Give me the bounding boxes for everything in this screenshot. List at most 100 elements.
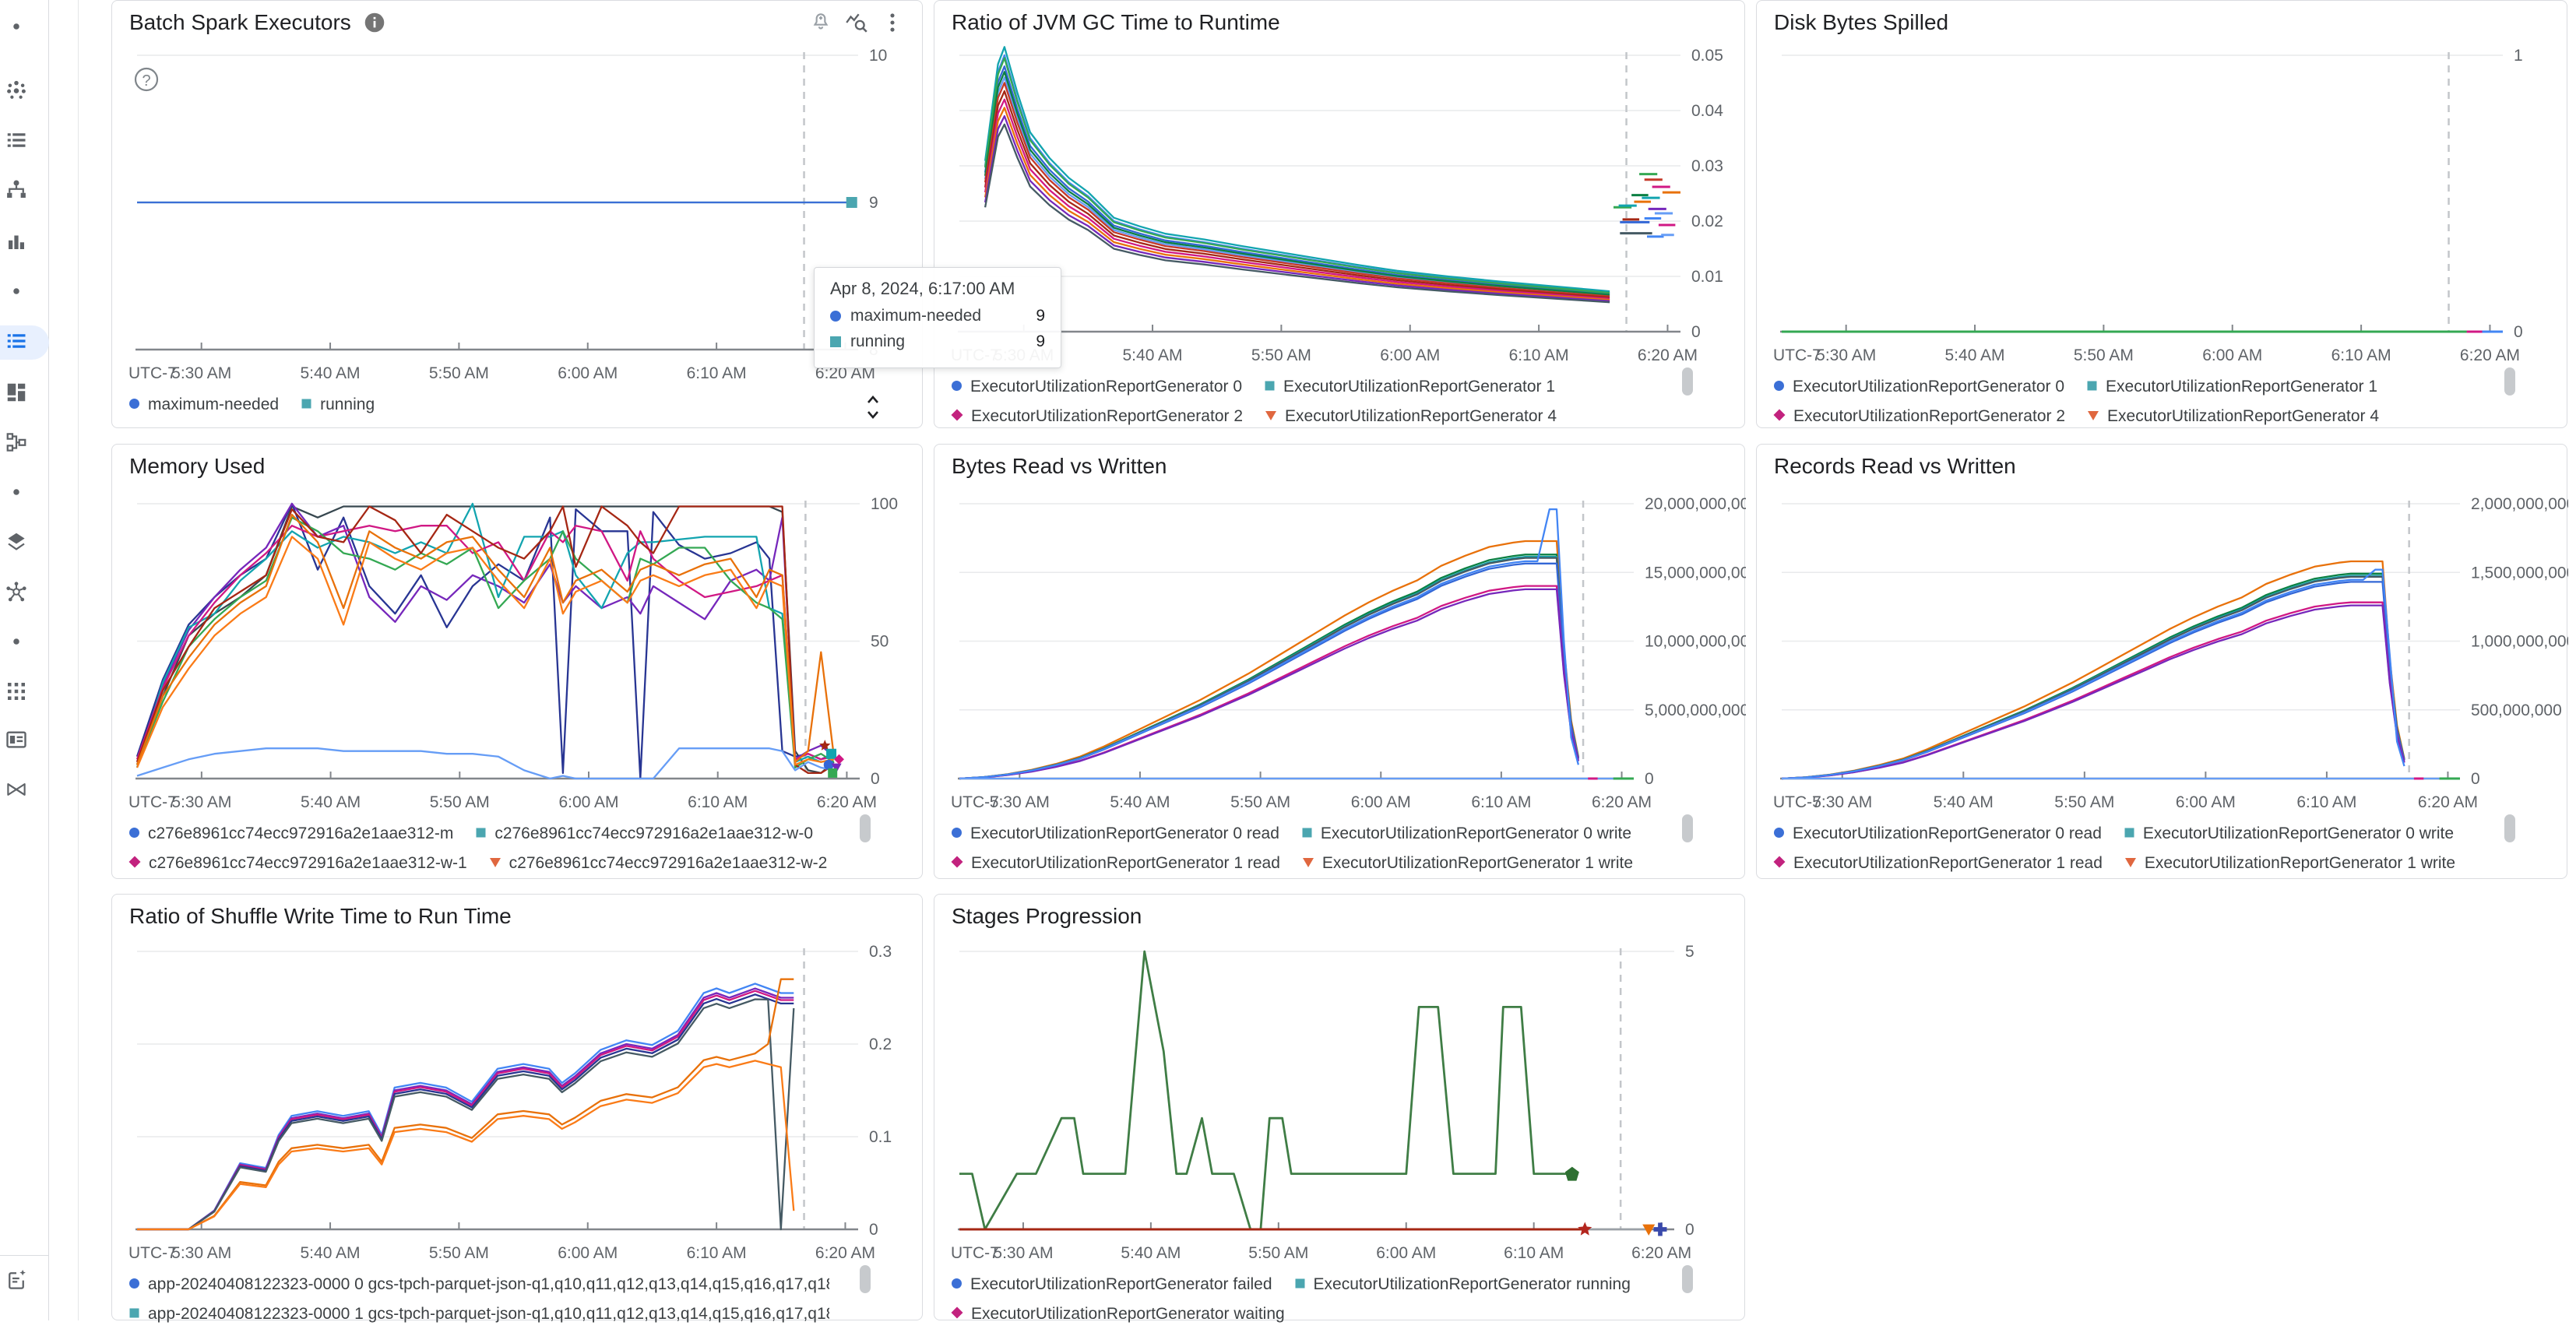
sidebar-item[interactable] <box>0 576 49 610</box>
legend-item[interactable]: running <box>301 396 375 414</box>
sidebar-item[interactable] <box>0 125 49 159</box>
legend-item[interactable]: app-20240408122323-0000 1 gcs-tpch-parqu… <box>128 1305 829 1324</box>
sidebar-item[interactable] <box>0 676 49 710</box>
legend-item[interactable]: ExecutorUtilizationReportGenerator 1 <box>2086 378 2377 396</box>
svg-text:100: 100 <box>871 495 898 513</box>
legend-item[interactable]: ExecutorUtilizationReportGenerator 2 <box>1773 407 2065 426</box>
explore-icon[interactable] <box>844 10 869 35</box>
legend-label: ExecutorUtilizationReportGenerator faile… <box>970 1275 1272 1293</box>
sidebar-item[interactable] <box>0 427 49 461</box>
chart-plot-area[interactable]: 1098UTC-75:30 AM5:40 AM5:50 AM6:00 AM6:1… <box>112 1 924 429</box>
chart-plot-area[interactable]: 5 0 UTC-75:30 AM 5:40 AM 5:50 AM 6:00 AM 6:10 … <box>934 895 1746 1321</box>
svg-text:0: 0 <box>1645 770 1654 788</box>
sidebar-item[interactable] <box>0 377 49 411</box>
legend-label: ExecutorUtilizationReportGenerator 4 <box>1285 407 1557 425</box>
legend-scrollbar[interactable] <box>1682 814 1693 842</box>
legend-item[interactable]: c276e8961cc74ecc972916a2e1aae312-w-2 <box>489 854 827 873</box>
legend-item[interactable]: ExecutorUtilizationReportGenerator 0 wri… <box>1301 824 1631 843</box>
legend-item[interactable]: c276e8961cc74ecc972916a2e1aae312-m <box>128 824 453 843</box>
legend-item[interactable]: c276e8961cc74ecc972916a2e1aae312-w-1 <box>128 854 467 873</box>
legend-item[interactable]: c276e8961cc74ecc972916a2e1aae312-w-0 <box>475 824 813 843</box>
legend-scrollbar[interactable] <box>860 814 871 842</box>
svg-text:UTC-7: UTC-7 <box>1773 346 1821 364</box>
svg-text:0: 0 <box>1685 1221 1694 1239</box>
add-alert-icon[interactable] <box>808 10 833 35</box>
sidebar-item[interactable] <box>0 476 49 511</box>
legend-item[interactable]: ExecutorUtilizationReportGenerator 0 <box>1773 378 2064 396</box>
triangle-down-marker-icon <box>2124 854 2137 873</box>
legend-item[interactable]: ExecutorUtilizationReportGenerator 4 <box>2087 407 2379 426</box>
sidebar-item[interactable] <box>0 774 49 808</box>
legend-expand-control[interactable] <box>861 392 885 423</box>
series-swatch <box>830 311 841 322</box>
sidebar-item[interactable] <box>0 1264 49 1299</box>
tooltip-series-label: maximum-needed <box>850 307 982 325</box>
legend-item[interactable]: ExecutorUtilizationReportGenerator 0 wri… <box>2124 824 2454 843</box>
chart-plot-area[interactable]: 1 0 UTC-75:30 AM 5:40 AM 5:50 AM 6:00 AM 6:10 … <box>1757 1 2568 429</box>
chart-plot-area[interactable]: 0.3 0.2 0.1 0 UTC-75:30 AM 5:40 AM 5:50 AM 6:00… <box>112 895 924 1321</box>
more-options-icon[interactable] <box>880 10 905 35</box>
chart-plot-area[interactable]: 2,000,000,000 1,500,000,000 1,000,000,000 5… <box>1757 445 2568 880</box>
legend-item[interactable]: ExecutorUtilizationReportGenerator waiti… <box>951 1305 1285 1324</box>
legend-item[interactable]: ExecutorUtilizationReportGenerator 0 rea… <box>951 824 1279 843</box>
tooltip-series-label: running <box>850 332 906 350</box>
tooltip-timestamp: Apr 8, 2024, 6:17:00 AM <box>830 279 1015 298</box>
svg-text:6:20 AM: 6:20 AM <box>1638 346 1698 364</box>
square-marker-icon <box>1264 378 1276 396</box>
legend-scrollbar[interactable] <box>860 1265 871 1293</box>
legend-item[interactable]: ExecutorUtilizationReportGenerator 1 wri… <box>1302 854 1633 873</box>
legend-scrollbar[interactable] <box>2504 367 2515 396</box>
panel-title: Ratio of Shuffle Write Time to Run Time <box>129 904 512 928</box>
chart-plot-area[interactable]: 20,000,000,000 15,000,000,000 10,000,000,0… <box>934 445 1746 880</box>
svg-text:5:40 AM: 5:40 AM <box>1945 346 2005 364</box>
svg-text:5:40 AM: 5:40 AM <box>1934 793 1994 811</box>
diamond-marker-icon <box>951 854 963 873</box>
panel-records-read-vs-written: Records Read vs Written 2,000,000,000 1,50… <box>1756 444 2568 880</box>
svg-text:20,000,000,000: 20,000,000,000 <box>1645 495 1746 513</box>
svg-text:6:00 AM: 6:00 AM <box>558 1244 618 1262</box>
tooltip-row: running 9 <box>830 332 1045 351</box>
sidebar-item[interactable] <box>0 174 49 209</box>
legend-label: maximum-needed <box>148 396 280 413</box>
sidebar-item[interactable] <box>0 75 49 109</box>
sidebar-item[interactable] <box>0 626 49 660</box>
circle-marker-icon <box>951 378 962 396</box>
square-marker-icon <box>1294 1275 1306 1294</box>
sidebar-item[interactable] <box>0 11 49 45</box>
legend-item[interactable]: app-20240408122323-0000 0 gcs-tpch-parqu… <box>128 1275 829 1294</box>
legend-item[interactable]: ExecutorUtilizationReportGenerator 1 rea… <box>1773 854 2103 873</box>
svg-text:5:50 AM: 5:50 AM <box>1248 1244 1308 1262</box>
legend-item[interactable]: ExecutorUtilizationReportGenerator 0 <box>951 378 1242 396</box>
legend-scrollbar[interactable] <box>2504 814 2515 842</box>
legend-scrollbar[interactable] <box>1682 1265 1693 1293</box>
legend-item[interactable]: ExecutorUtilizationReportGenerator 1 wri… <box>2124 854 2455 873</box>
legend-item[interactable]: ExecutorUtilizationReportGenerator 1 rea… <box>951 854 1280 873</box>
svg-text:2,000,000,000: 2,000,000,000 <box>2471 495 2568 513</box>
legend-item[interactable]: maximum-needed <box>128 396 279 414</box>
svg-text:5:40 AM: 5:40 AM <box>1123 346 1183 364</box>
legend-item[interactable]: ExecutorUtilizationReportGenerator 0 rea… <box>1773 824 2102 843</box>
triangle-down-marker-icon <box>2087 407 2099 426</box>
sidebar-item[interactable] <box>0 226 49 260</box>
circle-marker-icon <box>951 1275 962 1294</box>
legend-item[interactable]: ExecutorUtilizationReportGenerator 2 <box>951 407 1243 426</box>
square-marker-icon <box>301 396 312 414</box>
legend-item[interactable]: ExecutorUtilizationReportGenerator 4 <box>1265 407 1557 426</box>
sidebar-item[interactable] <box>0 276 49 310</box>
legend-item[interactable]: ExecutorUtilizationReportGenerator runni… <box>1294 1275 1631 1294</box>
info-icon[interactable] <box>362 10 387 35</box>
chart-plot-area[interactable]: 100 50 0 UTC-75:30 AM 5:40 AM 5:50 AM 6:00 AM 6… <box>112 445 924 880</box>
panel-bytes-read-vs-written: Bytes Read vs Written 20,000,000,000 15,00… <box>934 444 1746 880</box>
sidebar-item[interactable] <box>0 526 49 561</box>
svg-text:1,000,000,000: 1,000,000,000 <box>2471 633 2568 651</box>
sidebar-item[interactable] <box>0 325 49 360</box>
legend-scrollbar[interactable] <box>1682 367 1693 396</box>
svg-text:6:20 AM: 6:20 AM <box>815 364 875 382</box>
legend-label: ExecutorUtilizationReportGenerator 1 wri… <box>1321 854 1634 872</box>
legend-item[interactable]: ExecutorUtilizationReportGenerator faile… <box>951 1275 1272 1294</box>
tooltip-series-value: 9 <box>1036 307 1045 325</box>
dot-icon <box>5 15 28 42</box>
svg-text:0.1: 0.1 <box>869 1128 892 1146</box>
legend-item[interactable]: ExecutorUtilizationReportGenerator 1 <box>1264 378 1555 396</box>
sidebar-item[interactable] <box>0 724 49 758</box>
